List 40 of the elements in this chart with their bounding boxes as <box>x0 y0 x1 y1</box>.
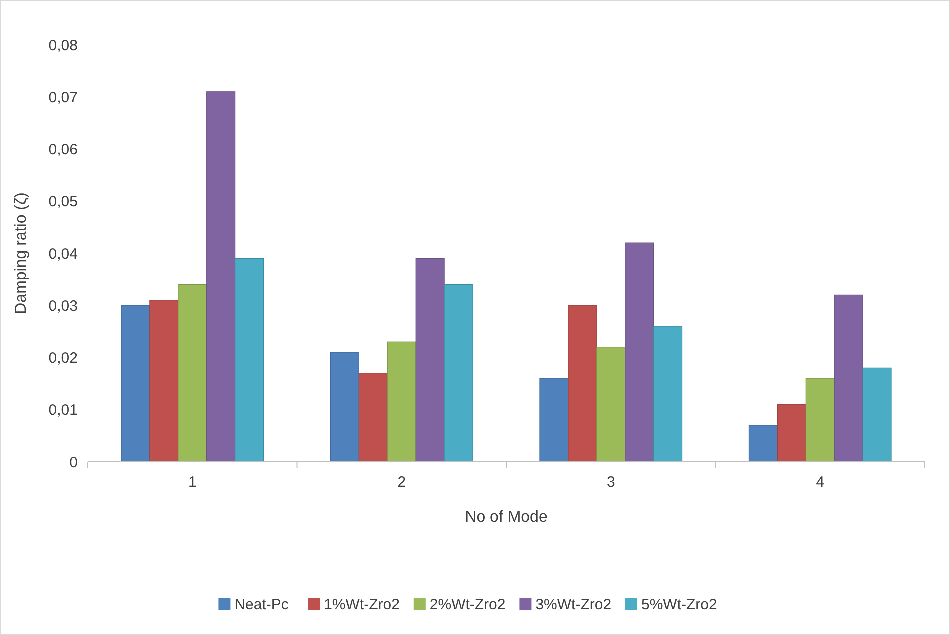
y-tick-label: 0,06 <box>48 142 78 158</box>
y-tick-label: 0,03 <box>48 298 78 315</box>
bar <box>777 404 806 462</box>
y-tick-label: 0,05 <box>48 194 78 211</box>
bar <box>568 305 598 462</box>
bar <box>540 378 569 462</box>
x-tick-label: 2 <box>398 474 406 491</box>
y-tick-label: 0,01 <box>48 402 78 420</box>
y-tick-label: 0,07 <box>48 89 78 106</box>
legend-label: 2%Wt-Zro2 <box>430 596 506 614</box>
bar <box>444 284 474 462</box>
bar <box>150 300 179 462</box>
bar <box>625 242 654 462</box>
x-tick-label: 4 <box>816 474 825 491</box>
y-tick-label: 0 <box>70 454 78 472</box>
bar <box>416 258 445 462</box>
x-tick-label: 3 <box>606 474 616 491</box>
y-tick-label: 0,04 <box>48 246 78 263</box>
bar <box>654 326 683 462</box>
y-tick-label: 0,02 <box>48 350 78 367</box>
x-tick-label: 1 <box>188 474 197 491</box>
y-axis-title: Damping ratio (ζ) <box>13 192 30 314</box>
legend-label: 5%Wt-Zro2 <box>642 596 718 614</box>
bar <box>206 92 236 462</box>
legend-label: 1%Wt-Zro2 <box>324 596 400 614</box>
bar <box>121 305 150 462</box>
y-tick-label: 0,08 <box>48 37 78 54</box>
bar <box>235 258 264 462</box>
bar <box>834 294 864 462</box>
legend-label: Neat-Pc <box>234 596 290 614</box>
bar <box>387 342 416 462</box>
bar <box>748 425 778 462</box>
bar <box>330 352 360 462</box>
bar <box>806 378 835 462</box>
x-axis-title: No of Mode <box>465 509 548 526</box>
bar <box>862 368 892 462</box>
bar <box>596 347 626 462</box>
legend-label: 3%Wt-Zro2 <box>536 596 612 614</box>
bar <box>358 373 388 462</box>
bar <box>178 284 208 462</box>
